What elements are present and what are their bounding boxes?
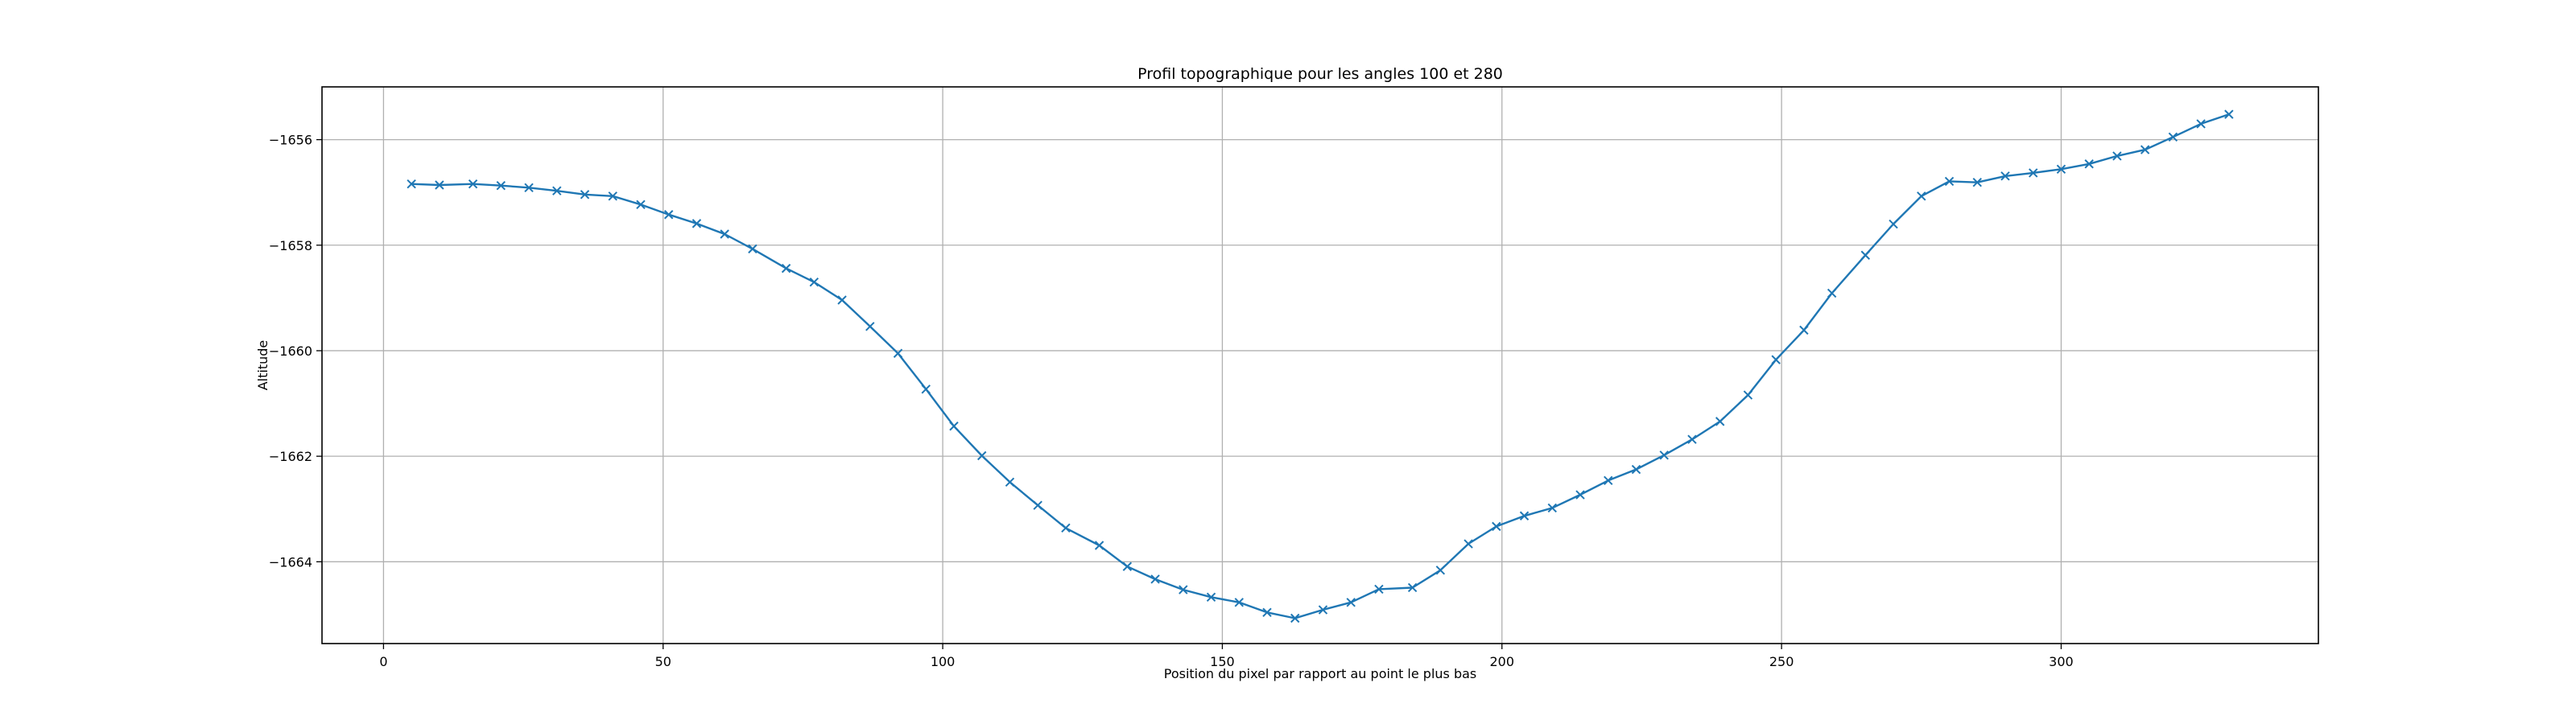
data-point-marker bbox=[1033, 500, 1042, 510]
data-point-marker bbox=[1318, 605, 1328, 615]
data-point-marker bbox=[865, 322, 875, 331]
data-point-marker bbox=[1407, 582, 1418, 593]
data-point-marker bbox=[1917, 191, 1926, 201]
data-point-marker bbox=[608, 191, 617, 201]
data-point-marker bbox=[1519, 511, 1530, 520]
series-layer bbox=[407, 109, 2234, 623]
data-point-marker bbox=[2196, 119, 2206, 129]
data-point-marker bbox=[1799, 325, 1809, 335]
x-tick-label: 150 bbox=[1210, 654, 1235, 669]
x-tick-label: 300 bbox=[2049, 654, 2074, 669]
x-tick-label: 50 bbox=[655, 654, 671, 669]
y-tick-label: −1664 bbox=[269, 554, 312, 570]
data-point-marker bbox=[1234, 598, 1244, 607]
data-point-marker bbox=[1687, 434, 1697, 444]
y-axis-label: Altitude bbox=[255, 340, 270, 391]
data-point-marker bbox=[2224, 109, 2234, 119]
data-point-marker bbox=[1262, 607, 1272, 618]
x-tick-label: 0 bbox=[379, 654, 387, 669]
data-point-marker bbox=[2084, 159, 2094, 169]
data-point-marker bbox=[1435, 566, 1446, 575]
data-point-marker bbox=[748, 244, 758, 254]
y-tick-label: −1656 bbox=[269, 133, 312, 148]
x-tick-label: 100 bbox=[931, 654, 956, 669]
data-point-marker bbox=[1094, 541, 1104, 550]
data-point-marker bbox=[524, 183, 534, 192]
x-tick-label: 200 bbox=[1489, 654, 1514, 669]
y-tick-label: −1658 bbox=[269, 238, 312, 253]
data-point-marker bbox=[1150, 574, 1160, 584]
data-point-marker bbox=[2056, 164, 2066, 175]
data-point-marker bbox=[1122, 562, 1133, 571]
data-point-marker bbox=[1206, 592, 1216, 602]
data-point-marker bbox=[1715, 417, 1725, 426]
data-point-marker bbox=[893, 348, 903, 358]
data-point-marker bbox=[1827, 288, 1837, 298]
data-point-marker bbox=[663, 210, 674, 220]
data-point-marker bbox=[2029, 168, 2038, 178]
data-point-marker bbox=[691, 219, 702, 228]
data-point-marker bbox=[809, 277, 819, 287]
data-point-marker bbox=[1492, 521, 1501, 532]
data-point-marker bbox=[2112, 151, 2122, 161]
grid bbox=[322, 87, 2318, 644]
data-point-marker bbox=[2000, 171, 2010, 181]
data-point-marker bbox=[636, 200, 646, 209]
data-point-marker bbox=[1179, 585, 1188, 594]
x-axis-label: Position du pixel par rapport au point l… bbox=[1164, 666, 1477, 681]
data-point-marker bbox=[1944, 176, 1955, 187]
data-point-marker bbox=[1889, 219, 1898, 229]
data-point-marker bbox=[2140, 145, 2150, 154]
data-point-marker bbox=[1346, 598, 1356, 607]
series-line bbox=[411, 113, 2230, 619]
data-point-marker bbox=[921, 385, 931, 394]
y-tick-label: −1662 bbox=[269, 449, 312, 464]
data-point-marker bbox=[949, 422, 959, 431]
data-point-marker bbox=[837, 295, 847, 305]
data-point-marker bbox=[1604, 475, 1613, 486]
data-point-marker bbox=[580, 190, 590, 200]
plot-frame bbox=[321, 86, 2319, 644]
data-point-marker bbox=[1743, 390, 1753, 400]
x-tick-label: 250 bbox=[1769, 654, 1794, 669]
data-point-marker bbox=[1374, 584, 1384, 594]
chart-title: Profil topographique pour les angles 100… bbox=[1137, 65, 1503, 83]
data-point-marker bbox=[468, 179, 478, 189]
data-point-marker bbox=[1860, 250, 1871, 260]
data-point-marker bbox=[552, 186, 562, 195]
data-point-marker bbox=[435, 180, 444, 190]
data-point-marker bbox=[1061, 523, 1071, 533]
data-point-marker bbox=[2168, 132, 2178, 142]
data-point-marker bbox=[1547, 503, 1557, 513]
data-point-marker bbox=[496, 180, 506, 191]
axis-ticks: 0 50 100 150 200 250 300 −1656 −1658 −1660 −1662 −1… bbox=[269, 133, 2074, 669]
y-tick-label: −1660 bbox=[269, 343, 312, 359]
data-point-marker bbox=[1659, 450, 1669, 460]
data-point-marker bbox=[1290, 613, 1300, 623]
data-point-marker bbox=[1771, 355, 1781, 364]
data-point-marker bbox=[781, 263, 791, 274]
data-point-marker bbox=[1972, 178, 1982, 187]
data-point-marker bbox=[1575, 490, 1585, 500]
data-point-marker bbox=[720, 229, 729, 239]
data-point-marker bbox=[977, 450, 987, 461]
data-point-marker bbox=[1463, 539, 1473, 549]
data-point-marker bbox=[1005, 477, 1015, 487]
data-point-marker bbox=[407, 179, 416, 189]
data-point-marker bbox=[1631, 464, 1641, 475]
